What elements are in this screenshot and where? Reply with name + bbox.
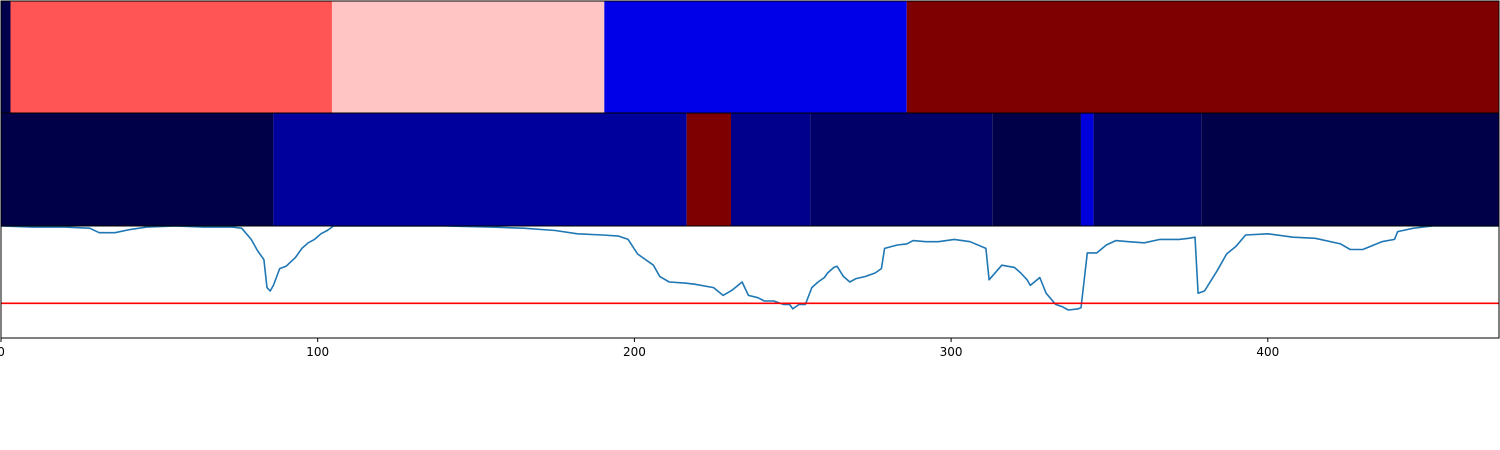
- middle-track-segment-8: [1201, 113, 1499, 226]
- segment-track-middle: [0, 112, 1500, 227]
- middle-track-segment-4: [810, 113, 993, 226]
- line-panel-background: [1, 226, 1499, 338]
- middle-track-segment-3: [730, 113, 811, 226]
- middle-track-segment-5: [992, 113, 1081, 226]
- x-tick-label-0: 0: [0, 345, 5, 359]
- segment-track-top: [0, 0, 1500, 114]
- x-tick-label-100: 100: [306, 345, 329, 359]
- top-track-segment-0: [1, 1, 11, 113]
- top-track-segment-3: [604, 1, 907, 113]
- signal-line: [1, 226, 1499, 311]
- middle-track-segment-2: [686, 113, 731, 226]
- x-axis: 0 100 200 300 400: [0, 338, 1279, 359]
- x-tick-label-400: 400: [1256, 345, 1279, 359]
- middle-track-segment-7: [1093, 113, 1202, 226]
- middle-track-segment-6: [1080, 113, 1094, 226]
- top-track-segment-2: [331, 1, 605, 113]
- top-track-segment-4: [906, 1, 1499, 113]
- middle-track-segment-1: [273, 113, 687, 226]
- x-tick-label-200: 200: [623, 345, 646, 359]
- middle-track-segment-0: [1, 113, 274, 226]
- top-track-segment-1: [10, 1, 332, 113]
- line-panel-frame: [0, 225, 1500, 339]
- signal-line-panel: [0, 225, 1500, 339]
- x-tick-label-300: 300: [940, 345, 963, 359]
